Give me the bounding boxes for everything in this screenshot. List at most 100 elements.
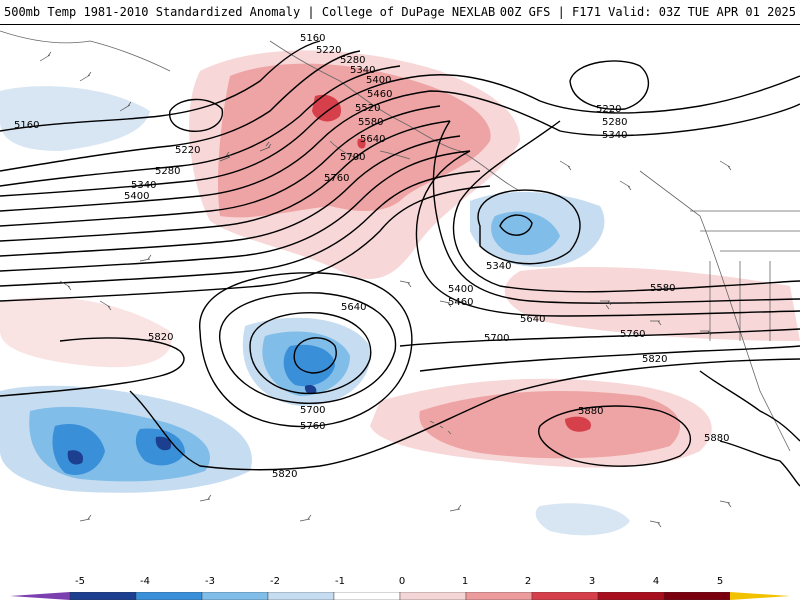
contour-label: 5820 <box>642 354 667 365</box>
contour-5820-east <box>699 370 800 442</box>
contour-label: 5280 <box>602 117 627 128</box>
colorbar-segment <box>135 592 203 600</box>
colorbar-strip <box>10 592 790 600</box>
contour-5160-closed <box>168 98 224 132</box>
colorbar-label: -3 <box>205 576 215 587</box>
contour-label: 5640 <box>341 302 366 313</box>
contour-label: 5340 <box>350 65 375 76</box>
wind-barb <box>79 514 92 522</box>
wind-barb <box>219 151 232 162</box>
contour-5460 <box>0 105 441 227</box>
contour-label: 5460 <box>448 297 473 308</box>
contour-label: 5640 <box>520 314 545 325</box>
positive-anomaly-band-strong <box>419 391 680 459</box>
contour-label: 5280 <box>155 166 180 177</box>
wind-barb <box>700 330 712 336</box>
contour-5280 <box>0 65 401 187</box>
map-title: 500mb Temp 1981-2010 Standardized Anomal… <box>4 5 496 19</box>
wind-barb <box>59 280 72 291</box>
colorbar-segment <box>597 592 665 600</box>
negative-anomaly-northwest <box>0 86 150 151</box>
wind-barb <box>299 514 312 522</box>
contour-5580-trough <box>415 150 800 317</box>
wind-barb <box>99 300 112 311</box>
contour-label: 5220 <box>175 145 200 156</box>
positive-anomaly-region-strong <box>218 63 491 218</box>
colorbar-label: -5 <box>75 576 85 587</box>
positive-anomaly-west <box>0 297 172 368</box>
contour-5700-south <box>399 328 800 347</box>
wind-barb <box>600 300 612 310</box>
colorbar-segment <box>267 592 335 600</box>
colorbar-segment <box>10 592 70 600</box>
contour-5700-low <box>249 312 372 395</box>
contour-label: 5220 <box>596 104 621 115</box>
contour-label: 5700 <box>300 405 325 416</box>
negative-anomaly-south <box>535 503 630 536</box>
contour-east-closed <box>569 60 650 110</box>
contour-label: 5400 <box>366 75 391 86</box>
wind-barb <box>649 520 662 528</box>
wind-barb <box>139 254 152 262</box>
warm-anomaly-core <box>312 94 341 122</box>
warm-anomaly-core-2 <box>357 138 366 149</box>
canada-border <box>690 210 800 252</box>
cold-anomaly-core-2 <box>67 450 84 465</box>
contour-label: 5340 <box>602 130 627 141</box>
header: 500mb Temp 1981-2010 Standardized Anomal… <box>0 0 800 24</box>
contour-5520 <box>0 120 451 242</box>
contour-label: 5640 <box>360 134 385 145</box>
alaska-coast <box>269 40 521 192</box>
contour-5760-south <box>419 345 800 372</box>
contour-label: 5820 <box>272 469 297 480</box>
contour-label: 5820 <box>148 332 173 343</box>
colorbar-segment <box>399 592 467 600</box>
colorbar-segment <box>531 592 599 600</box>
cold-anomaly-core-3 <box>155 436 172 451</box>
contour-5760-north <box>0 185 491 302</box>
siberia-coast <box>0 30 171 72</box>
wind-barb <box>399 280 412 288</box>
model-run-info: 00Z GFS | F171 Valid: 03Z TUE APR 01 202… <box>499 5 796 19</box>
contour-label: 5700 <box>340 152 365 163</box>
contour-labels: 5160 5160 5220 5220 5220 5280 5280 5280 … <box>14 33 729 480</box>
colorbar-segment <box>663 592 731 600</box>
colorbar-label: 0 <box>398 576 406 587</box>
contour-5880-east <box>719 440 800 487</box>
wind-barb <box>259 141 272 152</box>
contour-5820 <box>0 337 800 471</box>
wind-barb <box>559 160 572 171</box>
cold-anomaly-core <box>304 384 317 395</box>
wind-barb <box>119 101 132 112</box>
colorbar-label: -2 <box>270 576 280 587</box>
contour-label: 5340 <box>486 261 511 272</box>
colorbar-segment <box>69 592 137 600</box>
colorbar-label: 5 <box>716 576 724 587</box>
contour-label: 5340 <box>131 180 156 191</box>
colorbar-segment <box>465 592 533 600</box>
contour-5700-north <box>0 170 481 287</box>
contour-5880 <box>538 405 692 467</box>
contour-label: 5160 <box>300 33 325 44</box>
positive-anomaly-east <box>504 266 800 341</box>
contour-5400 <box>0 90 561 212</box>
contour-5160 <box>0 40 321 132</box>
wind-barb <box>439 300 452 308</box>
contour-5640-low <box>219 292 397 404</box>
wind-barb <box>619 180 632 191</box>
wind-barb <box>650 320 662 326</box>
anomaly-shading <box>0 50 800 536</box>
warm-anomaly-core-3 <box>565 416 591 432</box>
colorbar-segment <box>201 592 269 600</box>
height-contours <box>0 40 800 487</box>
colorbar-label: -4 <box>140 576 150 587</box>
contour-label: 5160 <box>14 120 39 131</box>
colorbar-label: -1 <box>335 576 345 587</box>
wind-barb <box>39 51 52 62</box>
wind-barb <box>79 71 92 82</box>
contour-east-5340 <box>559 103 800 137</box>
hawaii-islands <box>429 420 452 435</box>
contour-5640-north <box>0 150 471 272</box>
colorbar-label: 2 <box>524 576 532 587</box>
colorbar-label: 4 <box>652 576 660 587</box>
